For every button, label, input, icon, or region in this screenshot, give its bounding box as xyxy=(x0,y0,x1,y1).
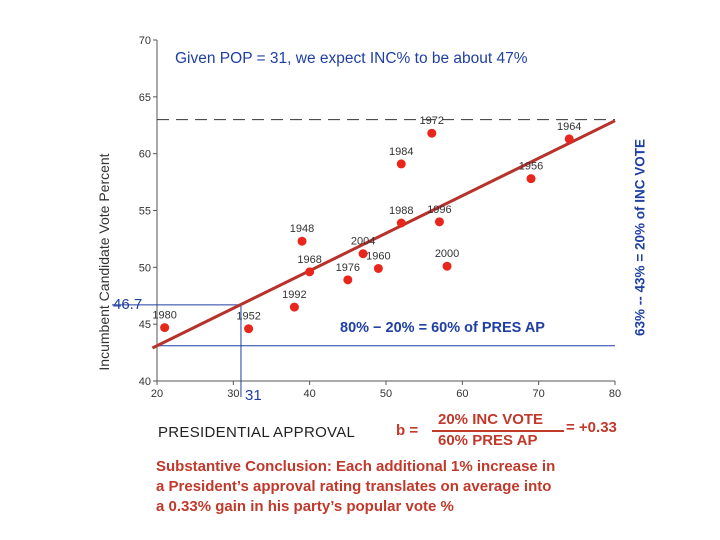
conclusion-line: a 0.33% gain in his party’s popular vote… xyxy=(156,498,454,515)
regression-line xyxy=(151,119,616,350)
x-tick-label: 70 xyxy=(533,388,545,400)
x-axis-label: PRESIDENTIAL APPROVAL xyxy=(158,424,356,441)
data-point xyxy=(396,159,406,169)
y-tick-label: 50 xyxy=(139,262,151,274)
data-label: 1996 xyxy=(427,204,451,216)
x-tick-label: 40 xyxy=(304,388,316,400)
x-tick-label: 80 xyxy=(609,388,621,400)
data-point xyxy=(343,275,353,285)
x-tick-label: 20 xyxy=(151,388,163,400)
y-axis-label: Incumbent Candidate Vote Percent xyxy=(96,153,112,371)
data-point xyxy=(305,267,315,277)
data-label: 1952 xyxy=(236,311,260,323)
conclusion-text: Substantive Conclusion: Each additional … xyxy=(156,457,656,517)
formula-fraction-bar xyxy=(432,430,564,432)
data-label: 1972 xyxy=(420,115,444,127)
y-tick-label: 60 xyxy=(139,149,151,161)
y-tick-label: 40 xyxy=(139,376,151,388)
x-tick-label: 30 xyxy=(227,388,239,400)
data-label: 1976 xyxy=(336,262,360,274)
data-label: 1984 xyxy=(389,146,413,158)
data-label: 1956 xyxy=(519,161,543,173)
y-tick-label: 55 xyxy=(139,206,151,218)
y-tick-label: 70 xyxy=(139,35,151,47)
data-label: 1968 xyxy=(297,254,321,266)
data-point xyxy=(442,261,452,271)
formula-b: b = xyxy=(396,422,419,439)
data-point xyxy=(526,174,536,184)
formula-numerator: 20% INC VOTE xyxy=(438,411,544,428)
formula-result: = +0.33 xyxy=(566,419,617,436)
data-label: 1960 xyxy=(366,250,390,262)
data-point xyxy=(373,263,383,273)
x-tick-label: 50 xyxy=(380,388,392,400)
guide-y-label: 46.7 xyxy=(113,296,143,313)
data-label: 1964 xyxy=(557,121,581,133)
data-label: 1980 xyxy=(152,310,176,322)
data-point xyxy=(160,323,170,333)
data-point xyxy=(427,128,437,138)
y-tick-label: 45 xyxy=(139,319,151,331)
conclusion-line: Substantive Conclusion: Each additional … xyxy=(156,458,556,475)
data-label: 1988 xyxy=(389,205,413,217)
range-annotation: 80% − 20% = 60% of PRES AP xyxy=(340,320,545,336)
data-point xyxy=(396,218,406,228)
formula-denominator: 60% PRES AP xyxy=(438,432,538,449)
data-point xyxy=(297,236,307,246)
y-tick-label: 65 xyxy=(139,92,151,104)
x-tick-label: 60 xyxy=(456,388,468,400)
data-label: 2004 xyxy=(351,236,375,248)
guide-x-label: 31 xyxy=(245,387,262,404)
data-label: 1948 xyxy=(290,223,314,235)
data-label: 2000 xyxy=(435,248,459,260)
chart-title: Given POP = 31, we expect INC% to be abo… xyxy=(175,50,528,67)
data-point xyxy=(434,217,444,227)
data-point xyxy=(358,249,368,259)
data-point xyxy=(289,302,299,312)
conclusion-line: a President’s approval rating translates… xyxy=(156,478,552,495)
right-annotation: 63% -- 43% = 20% of INC VOTE xyxy=(632,139,648,336)
data-point xyxy=(244,324,254,334)
data-label: 1992 xyxy=(282,289,306,301)
data-point xyxy=(564,134,574,144)
